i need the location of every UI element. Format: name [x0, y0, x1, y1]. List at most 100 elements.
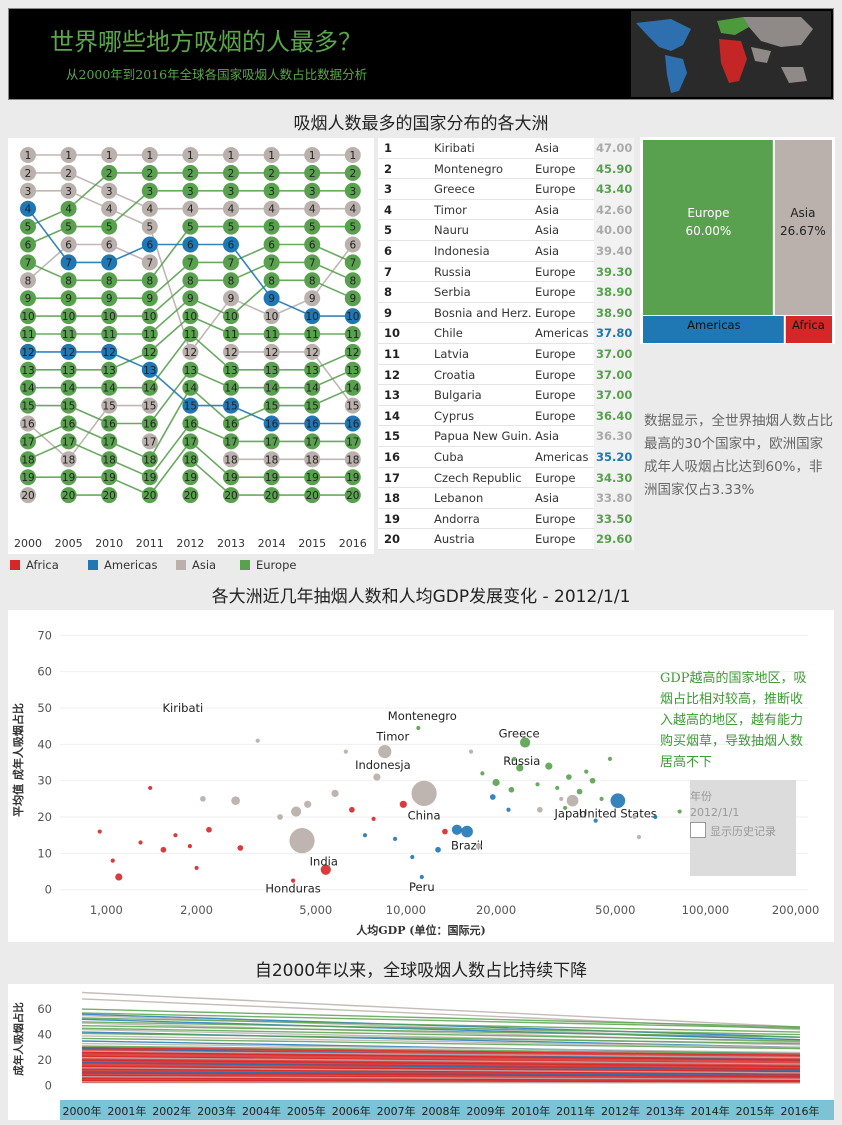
bump-rank-label: 10 [184, 311, 197, 323]
scatter-point [506, 807, 511, 812]
bump-line [108, 190, 151, 228]
show-history-checkbox[interactable]: 显示历史记录 [690, 822, 776, 839]
bump-rank-label: 4 [106, 204, 113, 216]
bump-rank-label: 7 [65, 257, 72, 269]
bump-rank-label: 12 [21, 347, 34, 359]
bump-rank-label: 18 [265, 454, 278, 466]
bump-node [60, 433, 77, 450]
legend-item: Africa [10, 558, 59, 572]
value-cell: 47.00 [596, 141, 633, 155]
year-filter-value: 2012/1/1 [690, 806, 740, 819]
treemap-value: 60.00% [686, 224, 732, 238]
trend-series-line [81, 1017, 801, 1033]
bump-rank-label: 11 [21, 329, 34, 341]
bump-node [141, 343, 158, 360]
bump-rank-label: 8 [146, 275, 153, 287]
page-subtitle: 从2000年到2016年全球各国家吸烟人数占比数据分析 [66, 67, 368, 82]
bump-rank-label: 15 [306, 401, 319, 413]
scatter-point [237, 845, 244, 851]
scatter-point [255, 738, 260, 743]
scatter-point [566, 774, 572, 780]
bump-node [182, 308, 199, 325]
bump-node [344, 200, 361, 217]
scatter-panel: 0 10 20 30 40 50 60 70 1,000 2,000 5,000 10,000 20,0… [8, 610, 834, 942]
scatter-point [475, 843, 482, 849]
bump-node [344, 182, 361, 199]
trend-series-line [81, 1037, 801, 1050]
bump-rank-label: 9 [309, 293, 316, 305]
value-cell: 40.00 [596, 223, 633, 238]
bump-rank-label: 19 [224, 472, 237, 484]
bump-node [141, 164, 158, 181]
scatter-point [290, 878, 296, 883]
bump-node [60, 182, 77, 199]
rank-cell: 18 [384, 491, 401, 506]
value-cell-bg [594, 241, 634, 262]
bump-rank-label: 4 [228, 204, 235, 216]
bump-rank-label: 6 [25, 240, 32, 252]
trend-xtick-label: 2011年 [556, 1104, 595, 1118]
trend-series-line [81, 1065, 801, 1073]
bump-year-label: 2014 [258, 537, 286, 550]
value-cell-bg [594, 467, 634, 489]
bump-node [304, 147, 321, 163]
table-row: 12 Croatia Europe 37.00 [378, 364, 634, 386]
bump-rank-label: 18 [184, 454, 197, 466]
bump-rank-label: 6 [187, 240, 194, 252]
bump-node [20, 487, 36, 504]
bump-rank-label: 11 [143, 329, 156, 341]
bump-line [27, 208, 70, 263]
value-cell: 37.80 [596, 326, 633, 341]
bump-node [141, 487, 158, 504]
trend-xtick-label: 2003年 [197, 1104, 236, 1118]
value-cell: 29.60 [596, 532, 633, 547]
bump-node [344, 433, 361, 450]
bump-rank-label: 3 [309, 186, 316, 198]
table-row: 6 Indonesia Asia 39.40 [378, 241, 634, 262]
scatter-point [566, 794, 579, 807]
bump-line [27, 243, 70, 281]
bump-rank-label: 7 [106, 257, 113, 269]
scatter-ytick-label: 30 [37, 774, 52, 788]
table-row: 4 Timor Asia 42.60 [378, 199, 634, 221]
trend-series-line [81, 991, 801, 1028]
bump-rank-label: 6 [65, 240, 72, 252]
continent-cell: Americas [535, 326, 589, 341]
value-cell: 43.40 [596, 182, 633, 197]
bump-rank-label: 1 [309, 150, 316, 162]
bump-rank-label: 4 [25, 204, 32, 216]
bump-node [141, 200, 158, 217]
bump-rank-label: 18 [62, 454, 75, 466]
checkbox-icon[interactable] [690, 822, 706, 838]
value-cell-bg [594, 302, 634, 324]
scatter-point [451, 824, 463, 835]
bump-node [344, 290, 361, 307]
bump-rank-label: 7 [349, 257, 356, 269]
treemap-tile-africa [785, 316, 832, 343]
bump-rank-label: 5 [228, 222, 235, 234]
bump-rank-label: 16 [265, 419, 279, 431]
bump-rank-label: 14 [103, 383, 117, 395]
country-cell: Indonesia [434, 244, 490, 258]
bump-rank-label: 5 [349, 222, 356, 234]
bump-rank-label: 1 [187, 150, 194, 162]
bump-rank-label: 11 [265, 329, 278, 341]
rank-cell: 12 [384, 367, 401, 382]
bump-node [20, 200, 36, 217]
trend-xtick-label: 2014年 [691, 1104, 730, 1118]
continent-cell: Europe [535, 161, 576, 176]
bump-node [20, 469, 36, 486]
bump-node [223, 236, 239, 253]
bump-rank-label: 14 [184, 383, 198, 395]
country-cell: Cuba [434, 450, 464, 464]
bump-rank-label: 11 [62, 329, 75, 341]
bump-node [223, 326, 239, 342]
continent-cell: Europe [535, 347, 576, 361]
value-cell-bg [594, 323, 634, 344]
bump-rank-label: 10 [265, 311, 278, 323]
bump-node [20, 272, 36, 289]
bump-node [223, 254, 239, 271]
trend-ytick-label: 20 [37, 1053, 52, 1067]
bump-node [101, 308, 118, 325]
continent-cell: Europe [535, 367, 576, 382]
